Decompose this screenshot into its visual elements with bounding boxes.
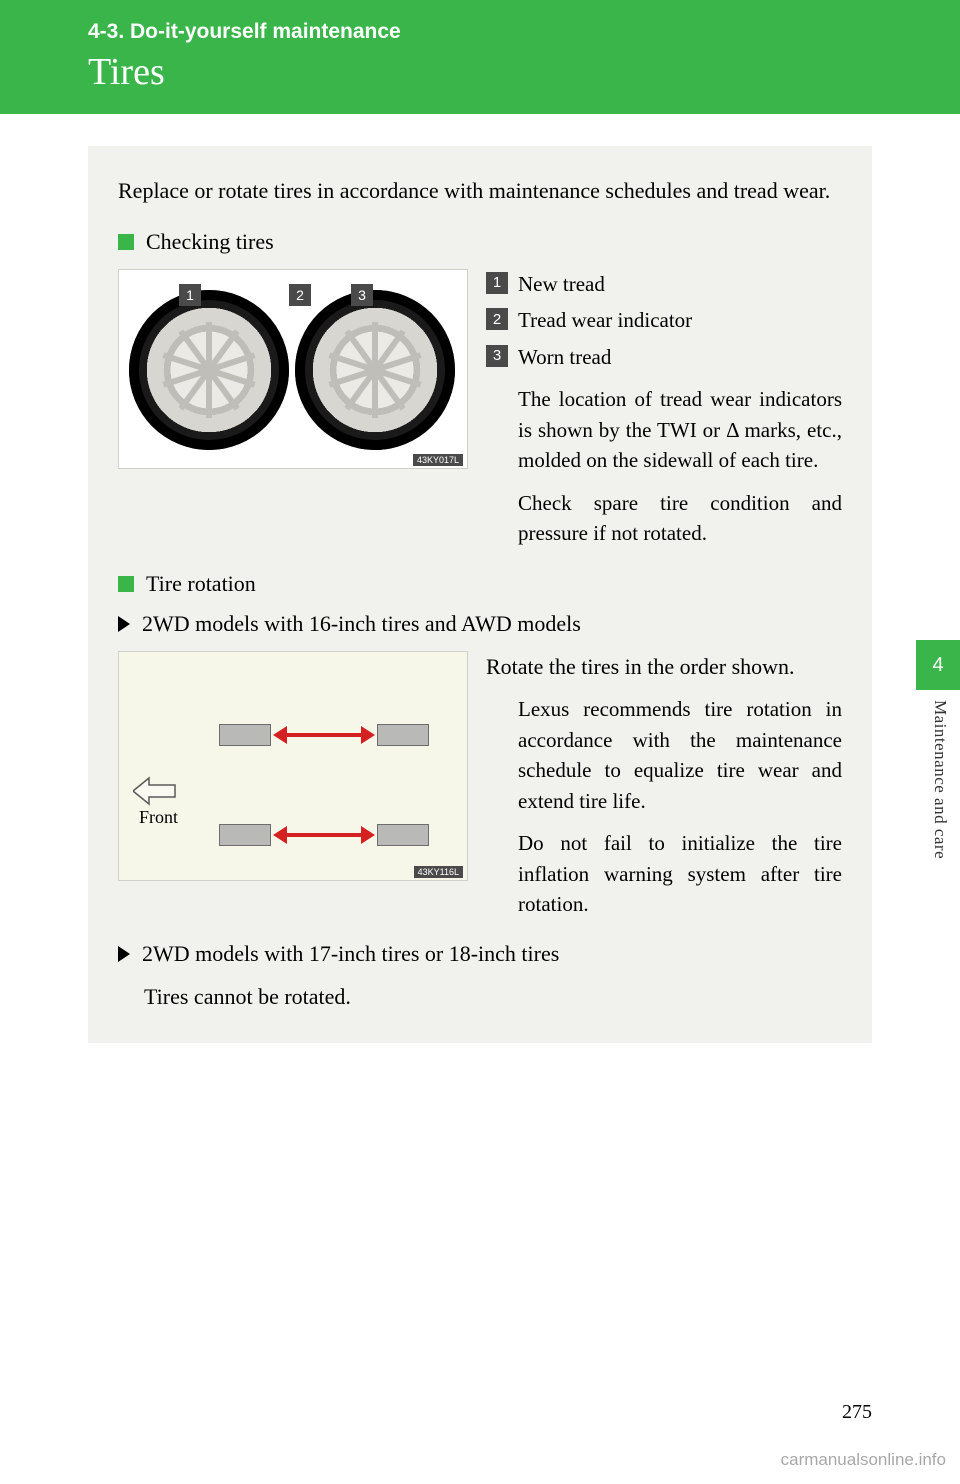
intro-paragraph: Replace or rotate tires in accordance wi… [118, 174, 842, 207]
arrow-head-icon [361, 826, 375, 844]
item-2-label: Tread wear indicator [518, 305, 692, 335]
checking-para-1: The location of tread wear indicators is… [518, 384, 842, 475]
tire-box-fr [377, 724, 429, 746]
num-badge-2: 2 [486, 308, 508, 330]
front-arrow-icon [133, 776, 177, 806]
wheel-worn [295, 290, 455, 450]
content-box: Replace or rotate tires in accordance wi… [88, 146, 872, 1043]
figure-code-1: 43KY017L [413, 454, 463, 466]
checking-para-2: Check spare tire condition and pressure … [518, 488, 842, 549]
figure-code-2: 43KY116L [414, 866, 463, 878]
checking-right-col: 1 New tread 2 Tread wear indicator 3 Wor… [486, 269, 842, 549]
figure-checking-tires: 1 2 3 43KY017L [118, 269, 468, 469]
num-badge-1: 1 [486, 272, 508, 294]
header-band: 4-3. Do-it-yourself maintenance Tires [0, 0, 960, 114]
variant-2-note: Tires cannot be rotated. [144, 981, 842, 1013]
callout-3: 3 [351, 284, 373, 306]
rotation-right-col: Rotate the tires in the order shown. Lex… [486, 651, 842, 920]
callout-1: 1 [179, 284, 201, 306]
list-item: 2 Tread wear indicator [486, 305, 842, 335]
num-badge-3: 3 [486, 345, 508, 367]
figure-rotation: Front 43KY116L [118, 651, 468, 881]
variant-1-text: 2WD models with 16-inch tires and AWD mo… [142, 611, 581, 637]
tire-box-rl [219, 824, 271, 846]
triangle-bullet-icon [118, 616, 130, 632]
watermark: carmanualsonline.info [781, 1450, 946, 1470]
chapter-side-label: Maintenance and care [930, 700, 950, 859]
rotation-two-col: Front 43KY116L Rotate the tires in the o… [118, 651, 842, 920]
subhead-rotation-text: Tire rotation [146, 571, 256, 597]
tire-box-rr [377, 824, 429, 846]
arrow-line [287, 833, 361, 837]
arrow-line [287, 733, 361, 737]
checking-two-col: 1 2 3 43KY017L 1 New tread 2 Tread wear … [118, 269, 842, 549]
page-title: Tires [88, 50, 960, 94]
list-item: 3 Worn tread [486, 342, 842, 372]
variant-2-line: 2WD models with 17-inch tires or 18-inch… [118, 941, 842, 967]
item-3-label: Worn tread [518, 342, 611, 372]
variant-1-line: 2WD models with 16-inch tires and AWD mo… [118, 611, 842, 637]
tire-pair [129, 290, 455, 450]
subhead-checking: Checking tires [118, 229, 842, 255]
square-bullet-icon [118, 576, 134, 592]
square-bullet-icon [118, 234, 134, 250]
rotation-desc: Rotate the tires in the order shown. [486, 651, 842, 683]
rotation-para-1: Lexus recommends tire rotation in accord… [518, 694, 842, 816]
tire-box-fl [219, 724, 271, 746]
triangle-bullet-icon [118, 946, 130, 962]
callout-2: 2 [289, 284, 311, 306]
subhead-checking-text: Checking tires [146, 229, 274, 255]
arrow-head-icon [361, 726, 375, 744]
arrow-head-icon [273, 726, 287, 744]
subhead-rotation: Tire rotation [118, 571, 842, 597]
rotation-para-2: Do not fail to initialize the tire infla… [518, 828, 842, 919]
wheel-new [129, 290, 289, 450]
page-number: 275 [842, 1401, 872, 1424]
item-1-label: New tread [518, 269, 605, 299]
section-label: 4-3. Do-it-yourself maintenance [88, 20, 960, 44]
variant-2-text: 2WD models with 17-inch tires or 18-inch… [142, 941, 559, 967]
arrow-head-icon [273, 826, 287, 844]
front-label: Front [139, 807, 178, 828]
list-item: 1 New tread [486, 269, 842, 299]
chapter-tab: 4 [916, 640, 960, 690]
